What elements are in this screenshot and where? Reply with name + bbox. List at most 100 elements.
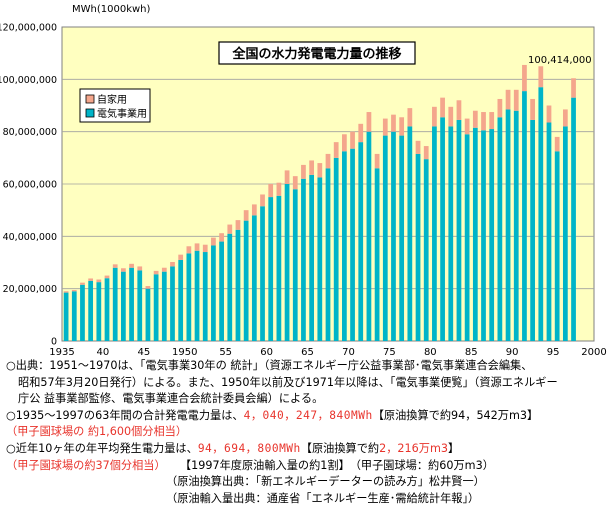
- note-source-2: 昭和57年3月20日発行）による。また、1950年以前及び1971年以降は、「電…: [18, 375, 558, 389]
- bar-private-1980: [432, 106, 437, 127]
- x-tick-label: 70: [342, 347, 355, 355]
- bar-utility-1968: [333, 157, 339, 341]
- bar-utility-1954: [219, 241, 224, 341]
- note-average: ○近年10ヶ年の年平均発生電力量は、94，694，800MWh【原油換算で約2，…: [6, 441, 606, 458]
- bar-private-1993: [538, 66, 544, 88]
- x-tick-label: 1935: [49, 347, 74, 355]
- bar-private-1964: [301, 164, 306, 179]
- bar-private-1955: [227, 224, 233, 234]
- bar-utility-1995: [554, 151, 560, 341]
- x-tick-label: 45: [137, 347, 150, 355]
- x-tick-label: 40: [97, 347, 110, 355]
- bar-utility-1951: [194, 250, 200, 341]
- bar-utility-1993: [538, 87, 544, 342]
- legend-swatch-utility: [85, 108, 95, 118]
- note-total-koshien: （甲子園球場の 約1,600個分相当）: [6, 425, 188, 439]
- bar-private-1957: [243, 210, 249, 221]
- peak-annotation: 100,414,000: [528, 55, 592, 66]
- bar-private-1988: [497, 98, 503, 118]
- bar-private-1956: [235, 220, 241, 230]
- bar-utility-1943: [129, 267, 134, 341]
- bar-private-1979: [423, 146, 429, 160]
- bar-private-1952: [202, 244, 208, 253]
- bar-private-1977: [407, 108, 413, 127]
- note-average-koshien-count: （甲子園球場の約37個分相当）: [6, 458, 166, 472]
- bar-utility-1946: [153, 274, 159, 341]
- bar-utility-1980: [432, 126, 437, 342]
- bar-private-1941: [112, 264, 118, 268]
- bar-utility-1949: [178, 259, 184, 341]
- bar-utility-1964: [301, 178, 306, 341]
- bar-utility-1960: [268, 197, 274, 341]
- bar-utility-1972: [366, 131, 372, 341]
- bar-private-1939: [96, 279, 102, 283]
- bar-utility-1938: [88, 280, 94, 341]
- bar-utility-1948: [170, 266, 175, 341]
- bar-private-1942: [121, 268, 126, 272]
- bar-private-1936: [71, 289, 77, 292]
- bar-private-1938: [88, 278, 94, 281]
- bar-private-1966: [317, 163, 323, 178]
- bar-private-1973: [374, 153, 380, 169]
- bar-utility-1970: [350, 148, 355, 341]
- bar-utility-1996: [562, 126, 568, 342]
- x-tick-label: 1950: [172, 347, 197, 355]
- bar-private-1994: [546, 105, 552, 123]
- bar-private-1943: [129, 263, 134, 268]
- bar-private-1965: [309, 160, 315, 175]
- bar-utility-1959: [260, 206, 265, 341]
- bar-utility-1958: [251, 215, 257, 341]
- bar-utility-1991: [522, 91, 527, 341]
- bar-private-1983: [456, 100, 462, 120]
- bar-private-1974: [382, 118, 388, 136]
- note-total-oil: 【原油換算で約94，542万m3】: [372, 408, 539, 422]
- bar-private-1984: [464, 118, 470, 135]
- bar-utility-1941: [112, 267, 118, 341]
- y-tick-label: 20,000,000: [3, 284, 57, 295]
- bar-utility-1986: [481, 130, 486, 341]
- x-tick-label: 75: [383, 347, 396, 355]
- bar-utility-1997: [571, 97, 576, 342]
- bar-utility-1982: [448, 126, 454, 342]
- bar-private-1982: [448, 106, 454, 127]
- bar-utility-1956: [235, 229, 241, 341]
- bar-private-1978: [415, 140, 421, 154]
- bar-private-1985: [472, 110, 478, 128]
- note-average-oil-end: 】: [447, 441, 460, 455]
- note-total-value: 4，040，247，840MWh: [243, 408, 373, 422]
- bar-private-1948: [170, 261, 175, 267]
- bar-utility-1952: [202, 252, 208, 341]
- note-oil-source: （原油換算出典：「新エネルギーデーターの読み方」松井賢一）: [166, 475, 485, 489]
- bar-utility-1935: [63, 292, 69, 341]
- bar-utility-1939: [96, 282, 102, 342]
- note-average-value: 94，694，800MWh: [197, 441, 301, 455]
- y-tick-labels: 0 20,000,000 40,000,000 60,000,000 80,000,00…: [0, 23, 57, 348]
- bar-utility-1988: [497, 117, 503, 341]
- bar-private-1995: [554, 136, 560, 152]
- y-tick-label: 60,000,000: [3, 180, 57, 191]
- note-average-oil-value: 2，216万m3: [379, 441, 448, 455]
- y-axis-label: MWh(1000kwh): [72, 4, 151, 15]
- note-average-koshien: （甲子園球場の約37個分相当） 【1997年度原油輸入量の約1割】 （甲子園球場…: [6, 458, 606, 475]
- legend-label-private: 自家用: [97, 93, 127, 106]
- x-tick-label: 90: [506, 347, 519, 355]
- bar-utility-1969: [342, 151, 347, 341]
- bar-private-1954: [219, 233, 224, 242]
- note-average-label: ○近年10ヶ年の年平均発生電力量は、: [6, 441, 198, 455]
- bar-private-1944: [137, 266, 143, 271]
- bar-utility-1979: [423, 159, 429, 341]
- bar-utility-1983: [456, 119, 462, 341]
- note-average-import: 【1997年度原油輸入量の約1割】 （甲子園球場：約60万m3）: [179, 458, 494, 472]
- bar-private-1958: [251, 204, 257, 216]
- note-import-source: （原油輸入量出典：通産省「エネルギー生産･需給統計年報」）: [166, 491, 480, 505]
- bar-private-1997: [571, 78, 576, 98]
- bar-private-1950: [186, 246, 192, 254]
- bar-private-1975: [391, 114, 396, 132]
- notes: ○出典：1951～1970は、「電気事業30年の 統計」（資源エネルギー庁公益事…: [6, 358, 606, 507]
- bar-private-1976: [399, 117, 405, 136]
- bar-utility-1953: [211, 245, 216, 341]
- bar-utility-1947: [161, 271, 167, 341]
- bar-utility-1978: [415, 153, 421, 341]
- bar-utility-1967: [325, 168, 331, 341]
- note-source-1: ○出典：1951～1970は、「電気事業30年の 統計」（資源エネルギー庁公益事…: [6, 359, 533, 372]
